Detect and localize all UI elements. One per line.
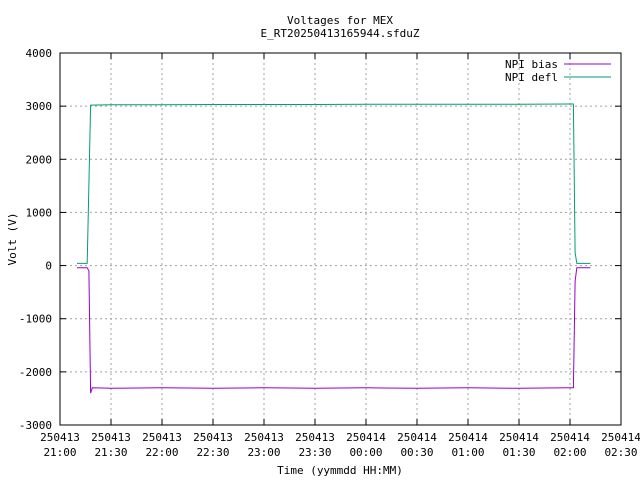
x-tick-label-time: 02:00 xyxy=(553,446,586,459)
x-tick-label-time: 01:30 xyxy=(502,446,535,459)
x-tick-label-time: 01:00 xyxy=(451,446,484,459)
x-tick-label-time: 00:30 xyxy=(400,446,433,459)
legend-label-npi-defl: NPI defl xyxy=(505,71,558,84)
x-tick-label-date: 250413 xyxy=(40,431,80,444)
y-tick-label: -2000 xyxy=(19,366,52,379)
x-axis-label: Time (yymmdd HH:MM) xyxy=(277,464,403,477)
x-tick-label-date: 250413 xyxy=(91,431,131,444)
x-tick-label-time: 22:30 xyxy=(196,446,229,459)
y-tick-label: 4000 xyxy=(26,47,53,60)
x-tick-label-date: 250413 xyxy=(142,431,182,444)
y-tick-label: -3000 xyxy=(19,419,52,432)
chart-title: Voltages for MEX xyxy=(287,14,393,27)
x-tick-label-time: 21:00 xyxy=(43,446,76,459)
series-layer xyxy=(77,103,591,394)
x-tick-label-time: 02:30 xyxy=(604,446,637,459)
x-tick-label-time: 21:30 xyxy=(94,446,127,459)
chart-subtitle: E_RT20250413165944.sfduZ xyxy=(261,27,420,40)
x-tick-label-date: 250414 xyxy=(601,431,640,444)
y-tick-label: 0 xyxy=(45,260,52,273)
y-tick-label: 2000 xyxy=(26,153,53,166)
x-tick-label-date: 250414 xyxy=(448,431,488,444)
y-tick-label: 1000 xyxy=(26,206,53,219)
legend-label-npi-bias: NPI bias xyxy=(505,58,558,71)
series-line-npi-defl xyxy=(77,103,591,264)
y-axis-label: Volt (V) xyxy=(6,213,19,266)
x-tick-label-time: 23:30 xyxy=(298,446,331,459)
x-tick-label-date: 250414 xyxy=(346,431,386,444)
axis-ticks xyxy=(59,52,622,426)
grid xyxy=(60,53,621,425)
x-tick-label-date: 250413 xyxy=(193,431,233,444)
y-tick-label: -1000 xyxy=(19,313,52,326)
plot-frame xyxy=(59,52,622,426)
x-tick-label-time: 00:00 xyxy=(349,446,382,459)
x-tick-label-time: 23:00 xyxy=(247,446,280,459)
x-tick-label-date: 250414 xyxy=(397,431,437,444)
series-line-npi-bias xyxy=(77,267,591,394)
x-tick-label-date: 250413 xyxy=(244,431,284,444)
legend: NPI bias NPI defl xyxy=(505,58,611,84)
x-tick-label-time: 22:00 xyxy=(145,446,178,459)
x-tick-label-date: 250414 xyxy=(550,431,590,444)
y-tick-label: 3000 xyxy=(26,100,53,113)
x-tick-label-date: 250414 xyxy=(499,431,539,444)
x-tick-label-date: 250413 xyxy=(295,431,335,444)
y-tick-labels: -3000 -2000 -1000 0 1000 2000 3000 4000 xyxy=(19,47,52,432)
x-tick-labels: 250413 21:00 250413 21:30 250413 22:00 250413 2… xyxy=(40,431,640,459)
